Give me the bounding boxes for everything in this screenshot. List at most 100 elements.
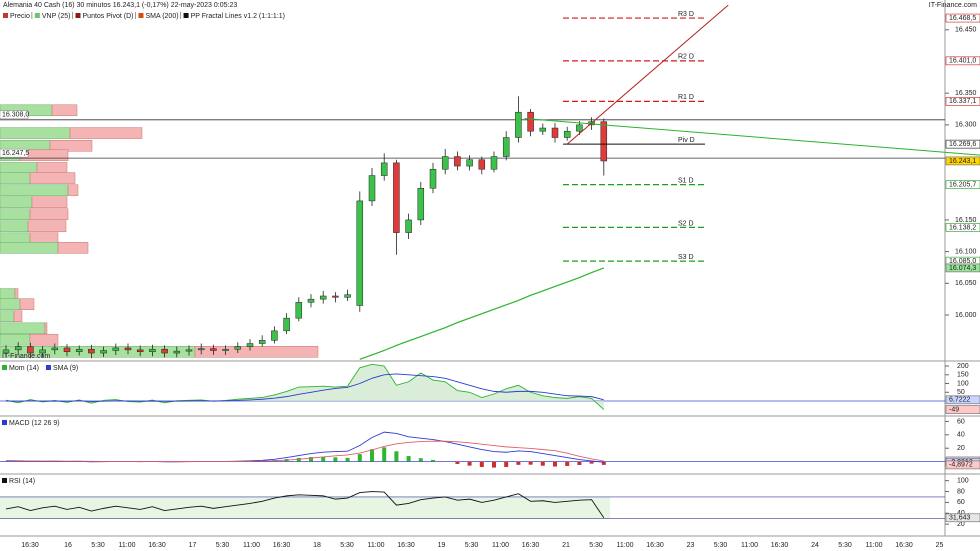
axis-value-label: 16.401,0	[949, 58, 976, 65]
axis-value-label: 16.085,0	[949, 258, 976, 265]
volume-buy	[0, 172, 31, 184]
candle-body	[344, 294, 351, 298]
x-tick-label: 5:30	[340, 542, 354, 549]
volume-sell	[67, 184, 79, 196]
candle-body	[527, 111, 534, 132]
axis-value-label: 16.269,6	[949, 141, 976, 148]
level-label: 16.308,0	[2, 112, 29, 119]
candle-body	[405, 219, 412, 233]
volume-sell	[49, 140, 93, 152]
candle-body	[63, 347, 71, 353]
candle-body	[429, 168, 437, 189]
axis-value-label: 31,643	[949, 515, 971, 522]
pivot-name: R1 D	[678, 94, 694, 101]
y-tick-label: 60	[957, 418, 965, 425]
volume-sell	[51, 104, 78, 117]
y-tick-label: 16.100	[955, 248, 977, 255]
axis-value-label: 16.205,7	[949, 181, 976, 188]
axis-value-label: 6,7222	[949, 397, 971, 404]
indicator-line	[5, 491, 605, 519]
x-tick-label: 16:30	[522, 542, 540, 549]
y-tick-label: 16.050	[955, 280, 977, 287]
legend-label: SMA (9)	[53, 365, 78, 372]
candle-body	[515, 111, 522, 138]
histogram-bar	[589, 461, 594, 464]
volume-sell	[57, 242, 89, 254]
x-tick-label: 11:00	[368, 542, 385, 549]
pivot-name: R2 D	[678, 54, 694, 61]
volume-buy	[0, 208, 31, 220]
x-tick-label: 11:00	[866, 542, 883, 549]
legend-label: PP Fractal Lines v1.2 (1:1:1:1)	[191, 13, 285, 20]
axis-value-box	[945, 56, 980, 66]
sma-line	[359, 267, 605, 360]
x-tick-label: 16	[64, 542, 72, 549]
axis-value-box	[945, 97, 980, 106]
candle-body	[600, 121, 608, 162]
candle-body	[136, 349, 144, 353]
volume-sell	[29, 333, 59, 346]
volume-buy	[0, 310, 15, 323]
candle-body	[185, 349, 193, 352]
volume-sell	[19, 298, 35, 310]
legend-swatch	[183, 13, 189, 18]
volume-sell	[27, 220, 67, 233]
pivot-name: S3 D	[678, 254, 694, 261]
axis-value-box	[945, 460, 980, 470]
y-tick-label: 40	[957, 432, 965, 439]
y-tick-label: 100	[957, 380, 969, 387]
candle-body	[441, 156, 449, 170]
x-tick-label: 5:30	[465, 542, 479, 549]
histogram-bar	[382, 447, 387, 462]
y-tick-label: 16.300	[955, 122, 977, 129]
axis-value-label: -4,8972	[949, 462, 973, 469]
y-tick-label: 60	[957, 499, 965, 506]
volume-sell	[13, 310, 23, 323]
pivot-name: S2 D	[678, 220, 694, 227]
pivot-name: R3 D	[678, 11, 694, 18]
histogram-bar	[345, 457, 350, 462]
candle-body	[478, 159, 486, 170]
legend-swatch	[45, 365, 51, 370]
legend-label: RSI (14)	[9, 478, 35, 485]
volume-sell	[31, 196, 68, 208]
level-box	[0, 148, 29, 158]
candle-body	[210, 348, 217, 351]
axis-value-box	[945, 405, 980, 414]
volume-buy	[0, 127, 71, 139]
histogram-bar	[455, 461, 460, 464]
candle-body	[197, 348, 205, 351]
x-tick-label: 5:30	[91, 542, 105, 549]
y-tick-label: 16.450	[955, 27, 977, 34]
legend-swatch	[3, 13, 8, 18]
x-tick-label: 11:00	[741, 542, 758, 549]
candle-body	[380, 162, 388, 176]
candle-body	[75, 348, 83, 353]
x-tick-label: 16:30	[21, 542, 39, 549]
histogram-bar	[516, 461, 521, 465]
x-tick-label: 5:30	[216, 542, 230, 549]
candle-body	[454, 156, 461, 167]
volume-sell	[29, 208, 69, 220]
volume-sell	[14, 288, 19, 300]
candle-body	[161, 348, 168, 354]
y-tick-label: 16.000	[955, 312, 977, 319]
candle-body	[368, 175, 376, 202]
histogram-bar	[418, 458, 423, 462]
histogram-bar	[370, 449, 374, 462]
histogram-bar	[467, 461, 472, 466]
x-tick-label: 16:30	[895, 542, 913, 549]
legend-label: MACD (12 26 9)	[9, 420, 60, 427]
volume-buy	[0, 162, 38, 174]
y-tick-label: 100	[957, 477, 969, 484]
x-tick-label: 21	[562, 542, 570, 549]
candle-body	[27, 346, 34, 354]
x-tick-label: 11:00	[243, 542, 260, 549]
histogram-bar	[321, 456, 326, 462]
y-tick-label: 20	[957, 445, 965, 452]
histogram-bar	[296, 457, 301, 462]
candle-body	[466, 159, 473, 167]
volume-buy	[0, 220, 29, 233]
candle-body	[51, 347, 59, 351]
